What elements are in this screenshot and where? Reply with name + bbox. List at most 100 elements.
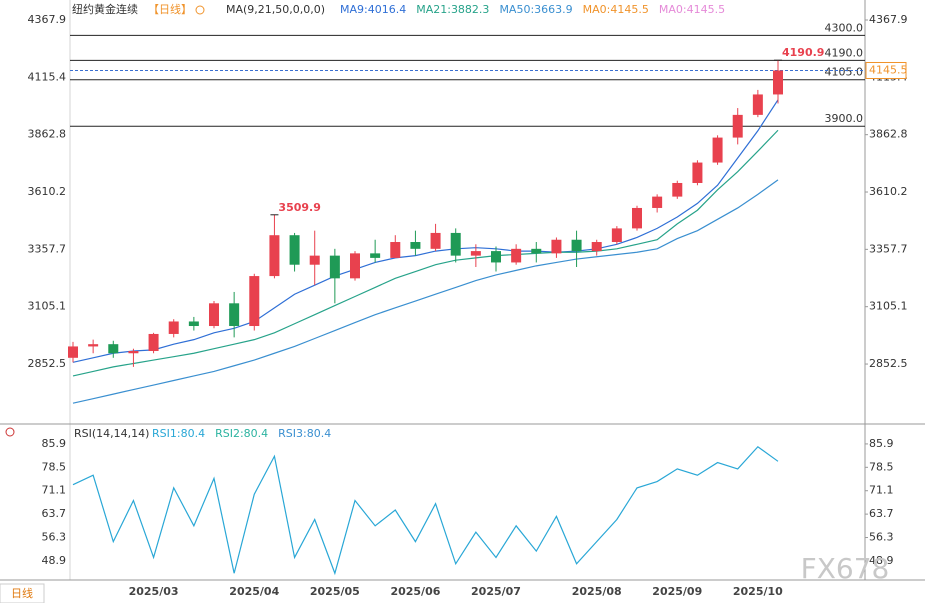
- indicator-label: MA(9,21,50,0,0,0): [226, 3, 325, 16]
- candle-body: [672, 182, 683, 197]
- candle-body: [591, 242, 602, 252]
- ma-line: [72, 99, 779, 363]
- toggle-icon[interactable]: [195, 5, 205, 15]
- x-tick-label: 2025/05: [310, 585, 360, 598]
- y-tick-label-right: 48.9: [869, 554, 894, 567]
- y-tick-label: 4367.9: [28, 13, 67, 26]
- ma-line: [72, 179, 779, 404]
- candle-body: [551, 239, 562, 254]
- x-tick-label: 2025/04: [229, 585, 279, 598]
- candle-body: [350, 253, 360, 279]
- y-tick-label-right: 3862.8: [869, 128, 908, 141]
- candle-body: [329, 255, 340, 279]
- candle-body: [531, 248, 542, 254]
- y-tick-label: 2852.5: [28, 357, 67, 370]
- candle-body: [652, 196, 663, 208]
- level-label: 4105.0: [825, 66, 864, 79]
- candle-body: [692, 162, 703, 183]
- footer-tab[interactable]: 日线: [11, 586, 33, 600]
- y-tick-label: 56.3: [42, 531, 67, 544]
- legend-entry: RSI1:80.4: [152, 427, 205, 440]
- candle-body: [188, 321, 199, 327]
- legend-entry: MA50:3663.9: [499, 3, 572, 16]
- y-tick-label: 4115.4: [28, 70, 67, 83]
- candle-body: [269, 235, 280, 277]
- last-price-box: [865, 61, 907, 79]
- y-tick-label: 3105.1: [28, 300, 67, 313]
- y-tick-label-right: 3357.7: [869, 242, 908, 255]
- candle-body: [430, 232, 441, 249]
- candle-body: [450, 232, 461, 256]
- candle-body: [632, 207, 642, 229]
- candle-body: [209, 303, 219, 327]
- x-tick-label: 2025/03: [129, 585, 179, 598]
- x-tick-label: 2025/09: [652, 585, 702, 598]
- y-tick-label-right: 63.7: [869, 507, 894, 520]
- legend-entry: RSI2:80.4: [215, 427, 268, 440]
- x-tick-label: 2025/10: [733, 585, 783, 598]
- y-tick-label-right: 3105.1: [869, 300, 908, 313]
- level-label: 4190.0: [825, 46, 864, 59]
- y-tick-label: 71.1: [42, 484, 67, 497]
- candle-body: [68, 346, 78, 358]
- candle-body: [410, 242, 421, 249]
- candle-body: [309, 255, 320, 265]
- y-tick-label-right: 71.1: [869, 484, 894, 497]
- ma-line: [72, 129, 779, 377]
- y-tick-label: 3610.2: [28, 185, 67, 198]
- x-tick-label: 2025/08: [572, 585, 622, 598]
- chart-title: 纽约黄金连续: [72, 2, 138, 16]
- y-tick-label-right: 2852.5: [869, 357, 908, 370]
- chart-subtitle: 【日线】: [148, 2, 192, 16]
- high-label: 3509.9: [278, 201, 320, 214]
- candle-body: [470, 251, 481, 256]
- candle-body: [611, 228, 622, 243]
- rsi-line: [72, 445, 779, 576]
- y-tick-label: 3862.8: [28, 128, 67, 141]
- legend-entry: MA0:4145.5: [659, 3, 725, 16]
- y-tick-label-right: 78.5: [869, 460, 894, 473]
- candle-body: [390, 242, 401, 258]
- candle-body: [571, 239, 582, 252]
- candle-body: [229, 303, 240, 327]
- candle-body: [712, 137, 723, 163]
- x-tick-label: 2025/06: [390, 585, 440, 598]
- candle-body: [511, 248, 522, 263]
- candle-body: [370, 253, 381, 258]
- candle-body: [773, 70, 783, 95]
- settings-icon[interactable]: [5, 427, 15, 437]
- y-tick-label-right: 4367.9: [869, 13, 908, 26]
- level-label: 4300.0: [825, 21, 864, 34]
- candle-body: [249, 276, 260, 327]
- candle-body: [148, 333, 159, 351]
- legend-entry: MA21:3882.3: [416, 3, 489, 16]
- level-label: 3900.0: [825, 112, 864, 125]
- y-tick-label: 78.5: [42, 460, 67, 473]
- candle-body: [491, 251, 501, 263]
- watermark: FX678: [801, 552, 890, 585]
- rsi-title: RSI(14,14,14): [74, 427, 149, 440]
- high-label: 4190.9: [782, 46, 824, 59]
- candle-body: [732, 114, 743, 138]
- y-tick-label-right: 3610.2: [869, 185, 908, 198]
- legend-entry: MA9:4016.4: [340, 3, 406, 16]
- legend-entry: RSI3:80.4: [278, 427, 331, 440]
- footer-tab-box[interactable]: [0, 583, 45, 603]
- y-tick-label-right: 56.3: [869, 531, 894, 544]
- last-price-label: 4145.5: [869, 63, 908, 76]
- candle-body: [128, 350, 139, 354]
- y-tick-label: 63.7: [42, 507, 67, 520]
- x-tick-label: 2025/07: [471, 585, 521, 598]
- legend-entry: MA0:4145.5: [583, 3, 649, 16]
- candle-body: [289, 235, 300, 265]
- candle-body: [108, 344, 119, 354]
- candle-body: [88, 344, 99, 347]
- candle-body: [752, 94, 763, 115]
- y-tick-label: 48.9: [42, 554, 67, 567]
- y-tick-label: 3357.7: [28, 242, 67, 255]
- y-tick-label-right: 85.9: [869, 437, 894, 450]
- y-tick-label: 85.9: [42, 437, 67, 450]
- candle-body: [168, 321, 179, 334]
